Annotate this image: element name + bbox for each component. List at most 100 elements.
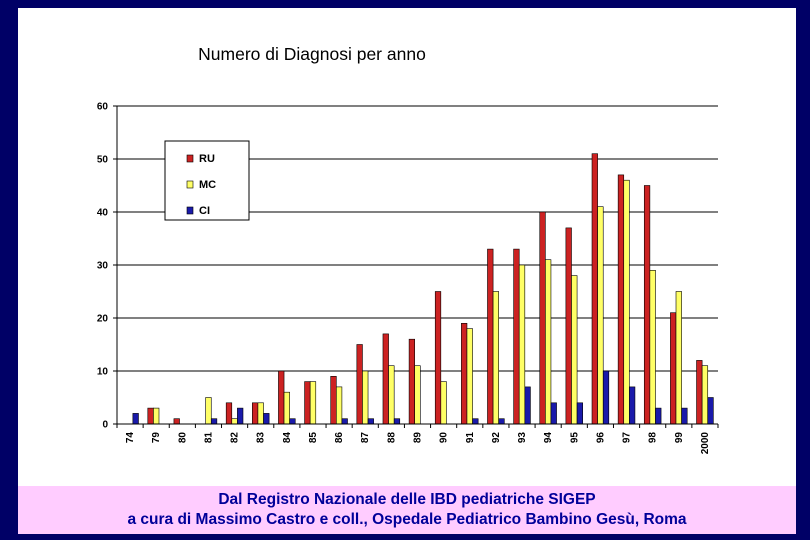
bar-ru: [539, 211, 546, 425]
x-tick-label: 79: [151, 432, 162, 444]
bar-ru: [330, 375, 337, 425]
legend-label-mc: MC: [199, 179, 216, 191]
legend-label-ci: CI: [199, 205, 210, 217]
bar-mc: [545, 259, 552, 425]
bar-mc: [362, 370, 369, 425]
bar-ci: [681, 407, 688, 425]
bar-ci: [263, 413, 270, 425]
x-tick-label: 95: [569, 432, 580, 444]
x-tick-label: 74: [125, 432, 136, 444]
bar-mc: [623, 179, 630, 425]
x-tick-label: 86: [334, 432, 345, 444]
bar-mc: [492, 291, 499, 425]
x-tick-label: 94: [543, 432, 554, 444]
x-tick-label: 99: [674, 432, 685, 444]
bar-ci: [210, 418, 218, 425]
x-tick-label: 88: [386, 432, 397, 444]
bar-ci: [237, 407, 244, 425]
bar-mc: [649, 269, 656, 425]
x-tick-label: 97: [622, 432, 633, 444]
y-tick-label: 50: [97, 155, 109, 166]
bar-mc: [153, 407, 160, 425]
legend: RU MC CI: [164, 140, 250, 221]
y-tick-label: 40: [97, 208, 109, 219]
x-tick-label: 91: [465, 432, 476, 444]
y-tick-label: 0: [102, 420, 108, 431]
bar-mc: [414, 365, 421, 425]
bar-ru: [617, 174, 625, 425]
x-tick-label: 2000: [700, 432, 711, 455]
bar-ru: [304, 381, 311, 425]
bar-ci: [341, 418, 348, 425]
bar-ci: [393, 418, 401, 425]
bar-ci: [707, 397, 714, 425]
bar-mc: [257, 402, 264, 425]
x-tick-label: 93: [517, 432, 528, 444]
legend-swatch-ci: [186, 206, 194, 215]
bar-mc: [388, 365, 395, 425]
x-tick-label: 84: [282, 432, 293, 444]
bar-mc: [466, 328, 473, 425]
bar-ru: [461, 322, 468, 425]
bar-ru: [643, 185, 651, 425]
x-tick-label: 82: [230, 432, 241, 444]
bar-ru: [356, 344, 363, 425]
bar-ci: [629, 386, 636, 425]
bar-mc: [231, 418, 238, 425]
x-tick-label: 90: [439, 432, 450, 444]
bar-ru: [173, 418, 180, 425]
x-tick-label: 83: [256, 432, 267, 444]
bar-ci: [655, 407, 662, 425]
bar-ci: [132, 413, 139, 425]
bar-ru: [147, 407, 154, 425]
bar-mc: [336, 386, 343, 425]
x-tick-label: 87: [360, 432, 371, 444]
bar-ru: [278, 370, 285, 425]
bar-ru: [513, 248, 520, 425]
bar-ru: [382, 333, 389, 425]
y-tick-label: 20: [97, 314, 109, 325]
y-axis-ticks: 0 10 20 30 40 50 60: [97, 102, 117, 431]
bar-ci: [289, 418, 296, 425]
bar-ru: [252, 402, 259, 425]
legend-box: [164, 140, 250, 221]
bar-ci: [498, 418, 505, 425]
chart-panel: Numero di Diagnosi per anno 0 10 20 30 40 50 6…: [18, 8, 796, 486]
bar-mc: [283, 391, 290, 425]
bar-ru: [487, 248, 494, 425]
bar-ru: [434, 291, 442, 425]
x-tick-label: 81: [203, 432, 214, 444]
legend-swatch-ru: [186, 154, 194, 163]
bar-mc: [597, 206, 604, 425]
bar-ci: [367, 418, 374, 425]
bar-mc: [205, 397, 212, 425]
y-tick-label: 30: [97, 261, 109, 272]
bar-mc: [675, 291, 682, 425]
bar-ru: [225, 402, 233, 425]
x-tick-label: 92: [491, 432, 502, 444]
x-tick-label: 85: [308, 432, 319, 444]
bar-ru: [408, 338, 416, 425]
bar-ci: [472, 418, 479, 425]
legend-label-ru: RU: [199, 153, 215, 165]
caption-line-1: Dal Registro Nazionale delle IBD pediatr…: [218, 491, 596, 508]
bar-ru: [670, 312, 677, 425]
bar-ci: [524, 386, 531, 425]
bar-mc: [701, 365, 709, 425]
legend-swatch-mc: [186, 180, 194, 189]
x-tick-label: 89: [413, 432, 424, 444]
bar-mc: [518, 264, 526, 425]
x-tick-label: 98: [648, 432, 659, 444]
bar-mc: [309, 381, 317, 425]
x-axis-ticks: 74 79 80 81 82 83 84 85 86 87 88 89 90 91 92 93 94 95 96 97…: [116, 424, 719, 455]
chart-title: Numero di Diagnosi per anno: [198, 44, 426, 64]
bar-ci: [550, 402, 557, 425]
bar-mc: [571, 275, 578, 425]
bar-mc: [440, 381, 447, 425]
y-tick-label: 60: [97, 102, 109, 113]
bar-ru: [565, 227, 572, 425]
x-tick-label: 96: [595, 432, 606, 444]
bar-ru: [591, 153, 598, 425]
bar-ci: [576, 402, 583, 425]
bar-ru: [696, 360, 703, 425]
